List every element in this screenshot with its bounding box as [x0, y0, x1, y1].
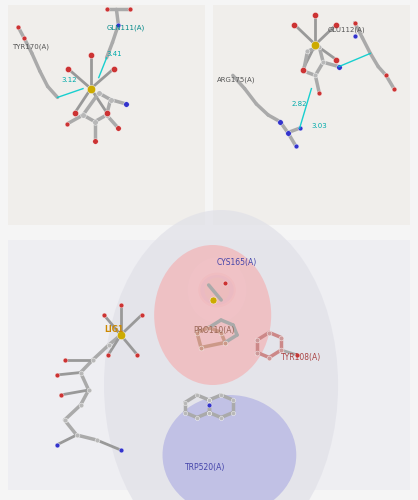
FancyBboxPatch shape	[8, 5, 205, 225]
Text: GLN111(A): GLN111(A)	[107, 24, 145, 30]
Text: 2.82: 2.82	[292, 101, 307, 107]
Ellipse shape	[154, 245, 271, 385]
Ellipse shape	[204, 278, 229, 302]
Text: 3.41: 3.41	[107, 50, 122, 56]
FancyBboxPatch shape	[8, 240, 410, 490]
Ellipse shape	[104, 210, 338, 500]
Ellipse shape	[198, 272, 236, 308]
Ellipse shape	[200, 275, 234, 305]
Text: TRP520(A): TRP520(A)	[185, 463, 225, 472]
Text: 3.12: 3.12	[61, 77, 77, 83]
Text: TYR170(A): TYR170(A)	[12, 44, 49, 51]
Text: CYS165(A): CYS165(A)	[217, 258, 257, 267]
Text: ARG175(A): ARG175(A)	[217, 77, 256, 84]
Text: TYR108(A): TYR108(A)	[281, 353, 321, 362]
Text: GLU112(A): GLU112(A)	[327, 26, 365, 33]
Text: PRO110(A): PRO110(A)	[193, 326, 234, 334]
Text: LIG1: LIG1	[104, 326, 124, 334]
FancyBboxPatch shape	[213, 5, 410, 225]
Ellipse shape	[163, 395, 296, 500]
Text: 3.03: 3.03	[311, 123, 327, 129]
Ellipse shape	[188, 258, 246, 322]
